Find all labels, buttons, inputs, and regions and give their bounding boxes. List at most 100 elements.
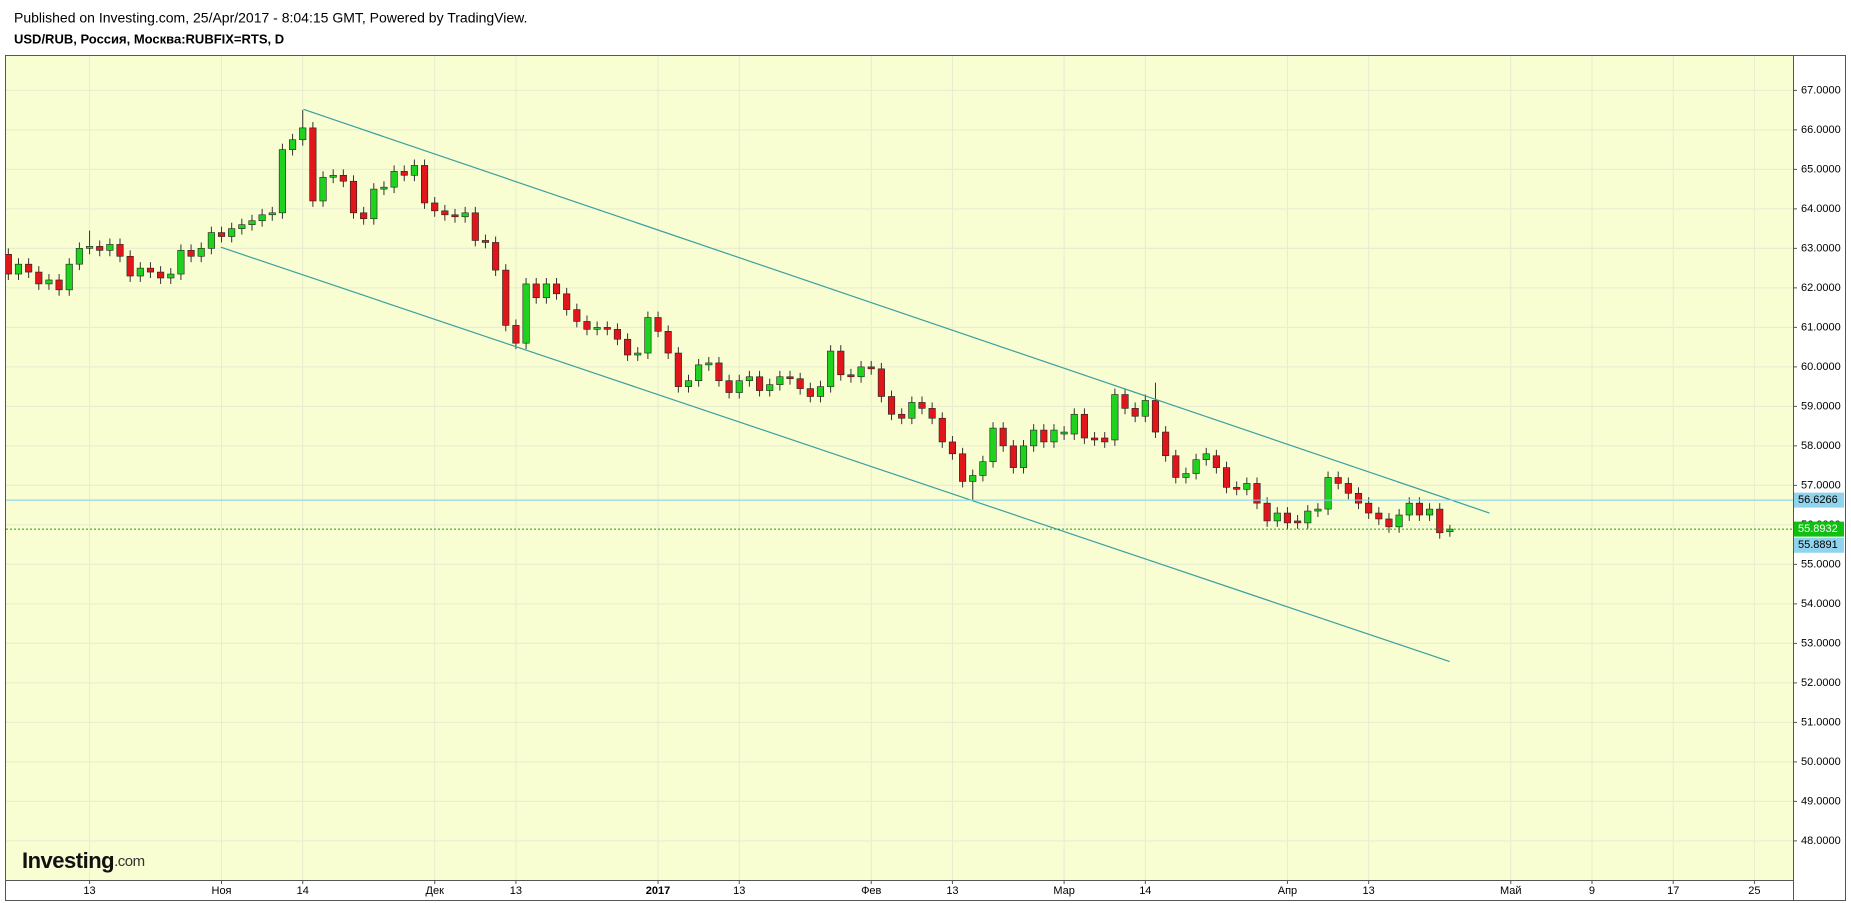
logo: Investing.com	[22, 848, 145, 873]
candle-body	[1365, 502, 1373, 514]
candle-body	[969, 475, 977, 482]
candle-body	[329, 174, 337, 178]
candle-body	[1222, 467, 1231, 488]
candle-body	[65, 263, 73, 291]
candle-body	[1426, 508, 1434, 516]
candle-body	[1060, 431, 1068, 435]
candle-body	[695, 364, 703, 382]
candle-body	[735, 380, 743, 393]
candle-body	[1304, 510, 1312, 524]
candle-body	[1182, 473, 1190, 478]
candle-body	[492, 242, 500, 271]
candle-body	[1415, 502, 1423, 516]
candle-body	[563, 293, 571, 310]
candle-body	[877, 368, 885, 397]
candle-body	[1344, 483, 1352, 494]
price-tag	[1794, 492, 1844, 508]
candle-body	[502, 269, 510, 326]
candle-body	[1141, 400, 1149, 417]
candle-body	[989, 427, 997, 462]
candle-body	[1334, 477, 1342, 484]
candle-body	[136, 267, 144, 277]
x-tick-label: Фев	[861, 885, 881, 897]
candle-body	[1019, 445, 1028, 468]
candle-body	[370, 188, 378, 220]
logo-word: Investing	[22, 848, 114, 873]
candle-body	[1405, 502, 1413, 516]
candle-body	[360, 212, 368, 220]
candle-body	[85, 246, 94, 249]
candle-body	[928, 408, 936, 419]
price-tag	[1794, 521, 1844, 537]
y-tick-label: 53.0000	[1801, 637, 1841, 649]
candle-body	[299, 127, 307, 141]
y-tick-label: 51.0000	[1801, 716, 1841, 728]
candle-body	[959, 453, 967, 482]
candle-body	[816, 386, 825, 397]
candle-body	[745, 376, 753, 382]
y-tick-label: 66.0000	[1801, 124, 1841, 136]
candle-body	[776, 376, 784, 385]
candle-body	[187, 250, 195, 257]
x-tick-label: Мар	[1053, 885, 1075, 897]
y-tick-label: 65.0000	[1801, 163, 1841, 175]
candle-body	[6, 253, 12, 275]
price-tag	[1794, 537, 1844, 553]
x-tick-label: 2017	[646, 885, 670, 897]
y-tick-label: 57.0000	[1801, 479, 1841, 491]
candle-body	[1263, 502, 1271, 522]
candle-body	[390, 171, 398, 188]
candle-body	[238, 224, 246, 229]
price-tag-label: 55.8932	[1798, 523, 1838, 535]
candle-body	[634, 352, 642, 356]
candle-body	[319, 176, 327, 202]
candle-body	[837, 350, 845, 376]
candle-body	[857, 366, 865, 378]
candle-body	[766, 384, 774, 391]
candle-body	[451, 214, 459, 218]
x-tick-label: Дек	[426, 885, 445, 897]
candle-body	[1030, 429, 1038, 447]
candle-body	[217, 232, 226, 237]
candle-body	[197, 248, 205, 257]
candle-body	[542, 283, 550, 299]
candle-body	[268, 212, 276, 216]
candle-body	[177, 250, 185, 275]
candle-body	[898, 413, 906, 419]
y-tick-label: 62.0000	[1801, 282, 1841, 294]
y-tick-label: 61.0000	[1801, 321, 1841, 333]
candle-body	[1040, 429, 1048, 443]
candle-body	[806, 388, 814, 397]
candle-body	[1283, 512, 1291, 524]
x-tick-label: 14	[1139, 885, 1151, 897]
candle-body	[1253, 483, 1261, 504]
candle-body	[644, 317, 652, 354]
candle-body	[522, 283, 530, 344]
y-tick-label: 54.0000	[1801, 598, 1841, 610]
candle-body	[603, 327, 611, 330]
candle-body	[1101, 437, 1109, 443]
candle-body	[1172, 455, 1180, 478]
candle-body	[339, 174, 347, 182]
candle-body	[45, 279, 53, 285]
price-tag-label: 56.6266	[1798, 494, 1838, 506]
candle-body	[999, 427, 1007, 447]
y-tick-label: 60.0000	[1801, 361, 1841, 373]
candle-body	[532, 283, 540, 299]
x-tick-label: Апр	[1278, 885, 1297, 897]
candle-body	[1233, 487, 1241, 490]
candle-body	[96, 246, 104, 251]
candle-body	[847, 374, 855, 378]
chart-title: USD/RUB, Россия, Москва:RUBFIX=RTS, D	[14, 31, 284, 46]
candle-body	[309, 127, 317, 202]
candle-body	[613, 329, 621, 340]
candle-body	[116, 244, 124, 257]
candle-body	[1243, 483, 1251, 490]
candle-body	[1080, 413, 1088, 439]
candle-body	[756, 376, 764, 391]
logo-suffix: .com	[114, 853, 145, 870]
candle-body	[248, 220, 256, 225]
candle-body	[1121, 394, 1129, 409]
candle-body	[1131, 408, 1139, 417]
candle-body	[573, 309, 581, 322]
